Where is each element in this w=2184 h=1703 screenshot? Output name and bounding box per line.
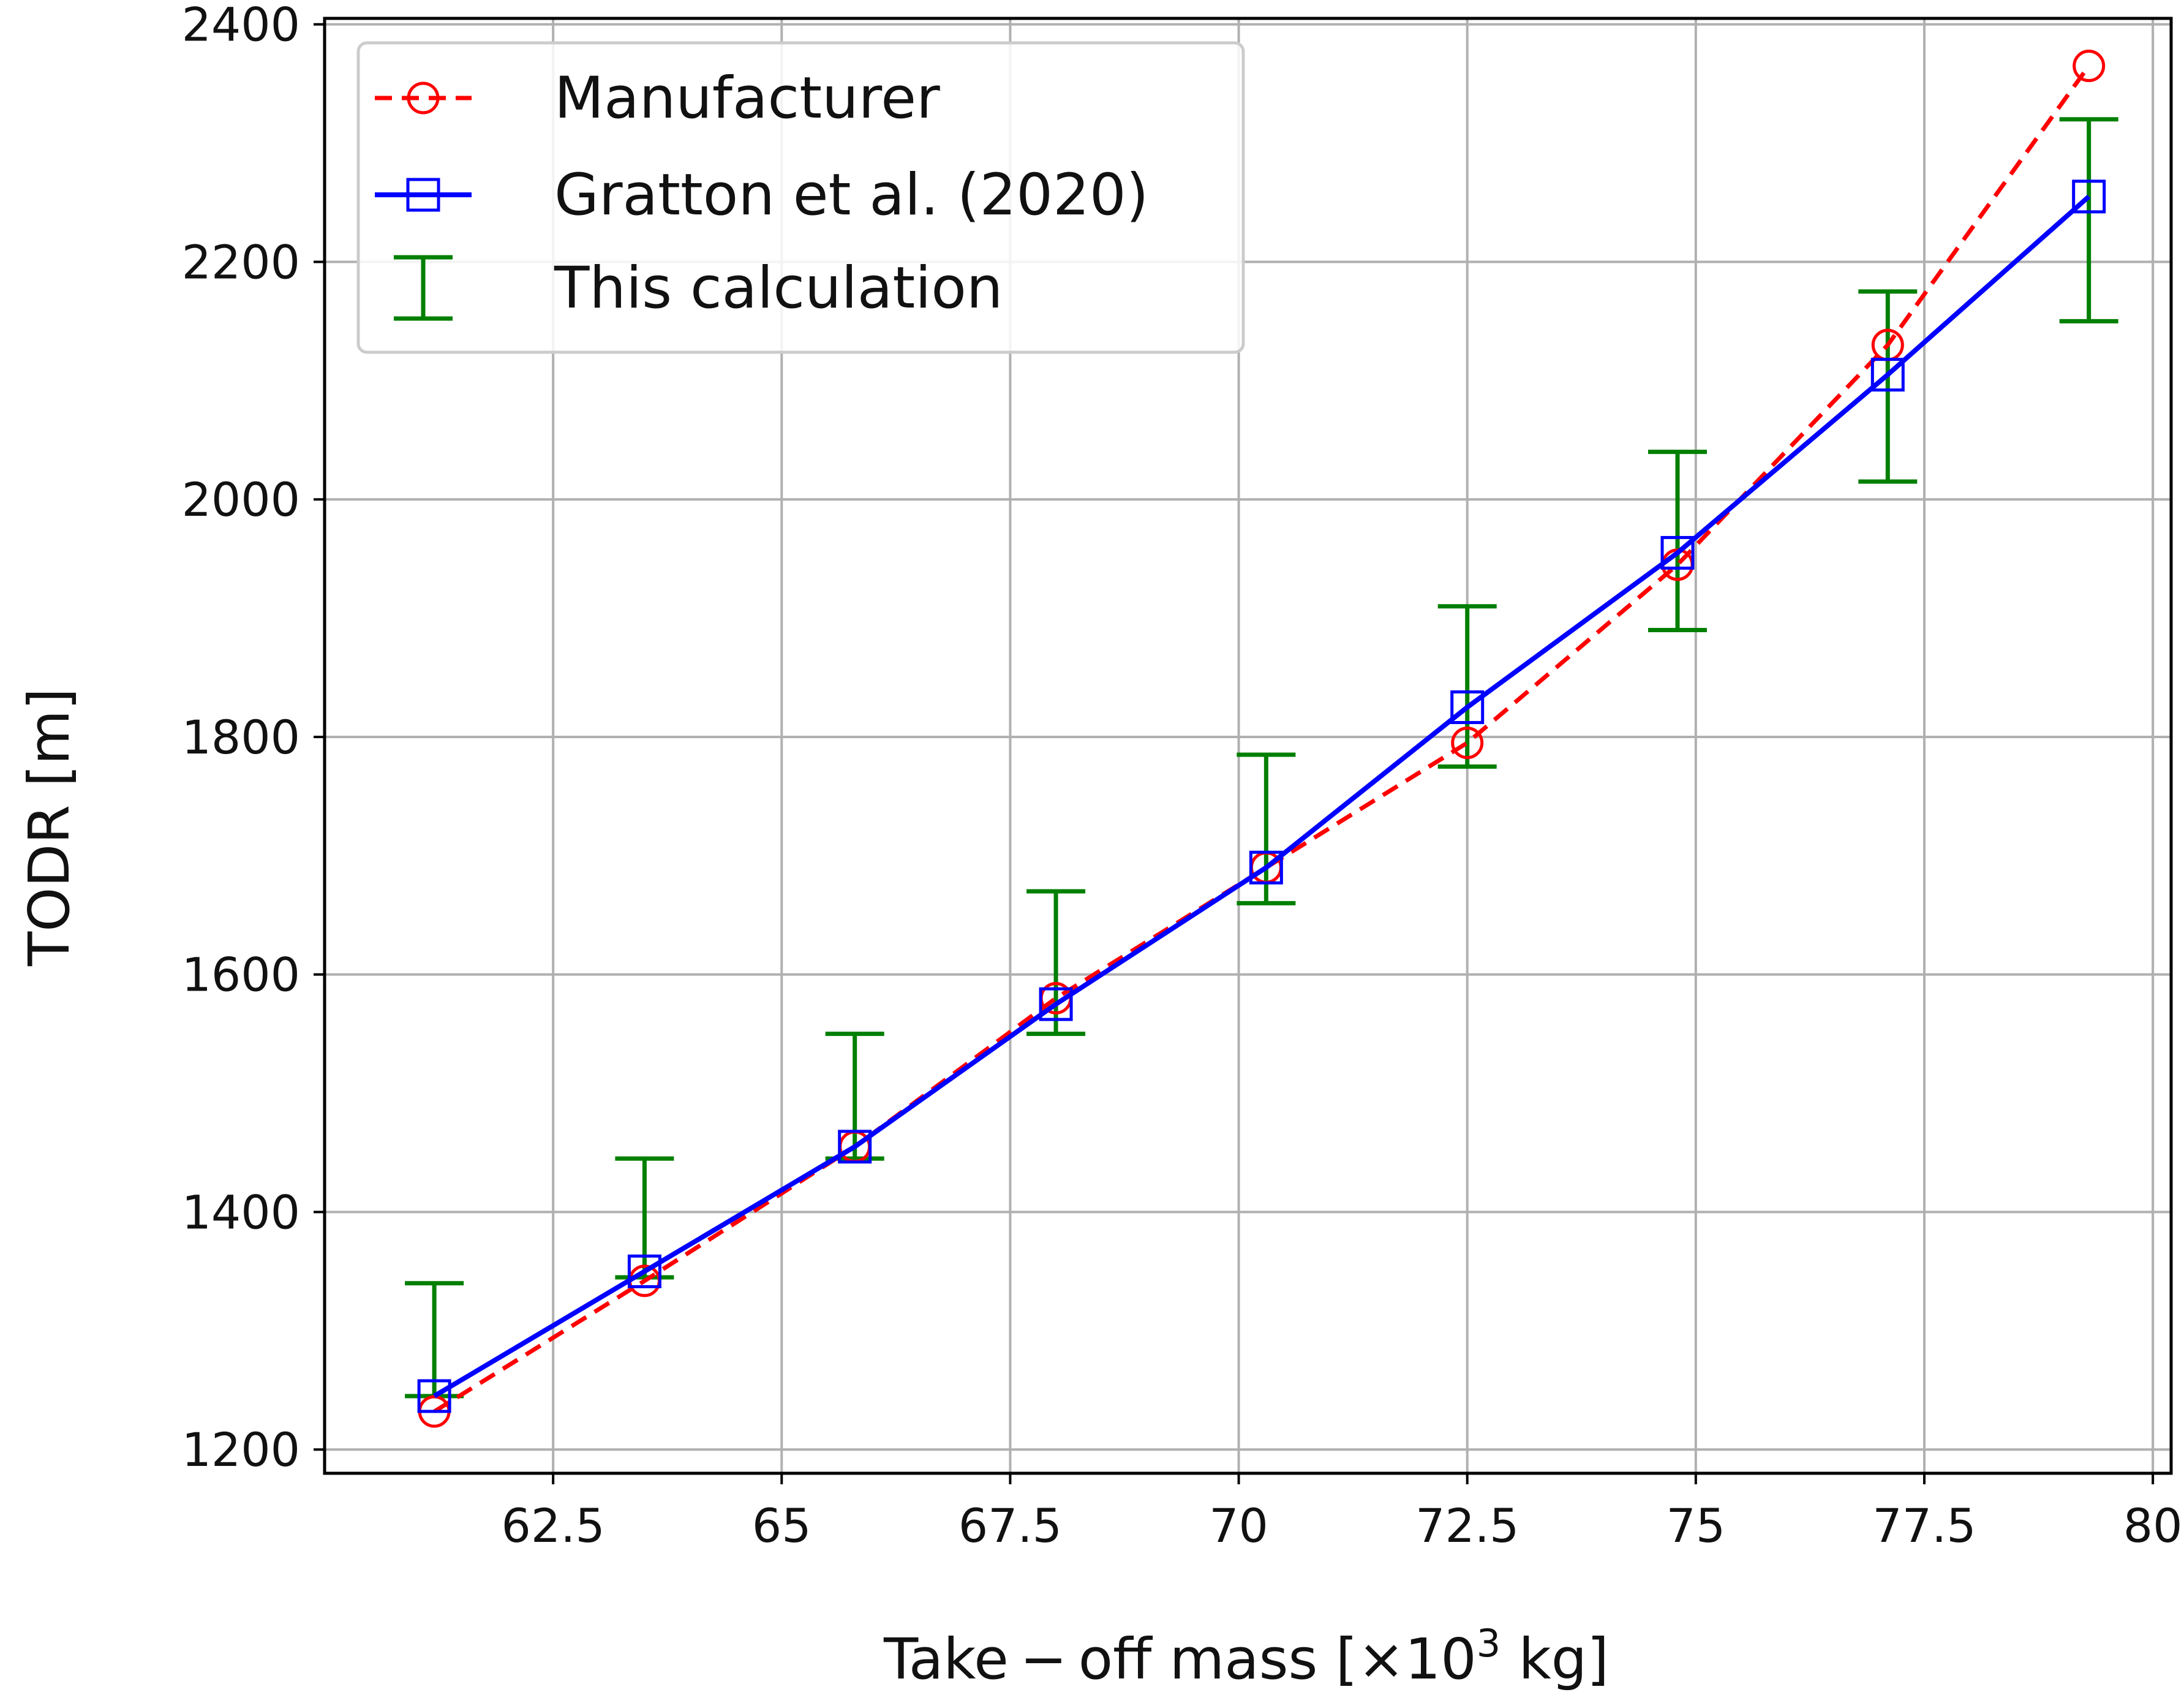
y-tick-label: 1200 [182, 1422, 300, 1477]
x-tick-label: 75 [1666, 1498, 1726, 1553]
legend-label-manufacturer: Manufacturer [554, 65, 940, 132]
plot-series [405, 50, 2118, 1428]
plot-frame [323, 17, 2173, 1475]
y-tick-label: 1600 [182, 948, 300, 1002]
legend-marker-manufacturer [407, 81, 440, 115]
y-tick-label: 2000 [182, 472, 300, 527]
point-gratton [1450, 690, 1485, 724]
legend-box [356, 41, 1245, 354]
point-gratton [627, 1254, 661, 1288]
point-manufacturer [2073, 50, 2106, 83]
axis-ticks: 62.5 65 67.5 70 72.5 75 77.5 80 1200 1400 1600 1800… [182, 0, 2183, 1553]
x-tick-label: 80 [2123, 1498, 2183, 1553]
point-gratton [1870, 358, 1905, 392]
series-line-gratton [433, 194, 2091, 1399]
point-gratton [1039, 987, 1073, 1021]
legend: Manufacturer Gratton et al. (2020) This ca… [356, 41, 1245, 354]
y-tick-label: 1400 [182, 1185, 300, 1239]
x-tick-label: 62.5 [502, 1498, 605, 1553]
x-tick-label: 65 [752, 1498, 811, 1553]
point-gratton [417, 1379, 451, 1413]
series-line-manufacturer [433, 64, 2091, 1414]
y-axis-title: TODR [m] [17, 688, 82, 967]
point-gratton [1249, 850, 1283, 885]
point-gratton [1660, 535, 1695, 570]
x-tick-label: 77.5 [1872, 1498, 1976, 1553]
point-gratton [2072, 179, 2106, 214]
y-tick-label: 2200 [182, 235, 300, 289]
legend-marker-gratton [406, 178, 440, 212]
y-tick-label: 1800 [182, 710, 300, 765]
legend-label-gratton: Gratton et al. (2020) [554, 162, 1148, 228]
x-tick-label: 67.5 [958, 1498, 1062, 1553]
point-gratton [838, 1130, 872, 1164]
point-manufacturer [1451, 727, 1484, 760]
y-tick-label: 2400 [182, 0, 300, 52]
x-tick-label: 70 [1209, 1498, 1268, 1553]
x-axis-title: Take − off mass [×103 kg] [883, 1621, 1609, 1692]
x-tick-label: 72.5 [1415, 1498, 1519, 1553]
x-axis-title-superscript: 3 [1477, 1621, 1501, 1666]
x-axis-title-tail: kg] [1501, 1626, 1609, 1692]
legend-label-calculation: This calculation [554, 255, 1003, 322]
